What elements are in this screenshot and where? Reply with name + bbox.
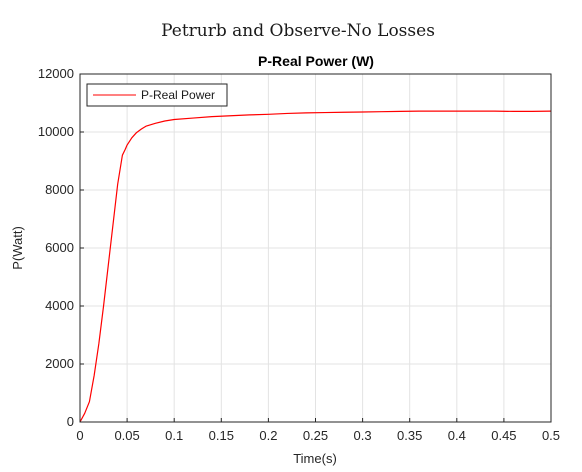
x-tick-label: 0.1	[165, 428, 183, 443]
y-tick-label: 6000	[45, 240, 74, 255]
figure-suptitle: Petrurb and Observe-No Losses	[161, 21, 435, 41]
x-tick-label: 0.15	[209, 428, 234, 443]
x-tick-label: 0	[76, 428, 83, 443]
series-line-p-real-power	[79, 110, 552, 423]
x-tick-label: 0.3	[354, 428, 372, 443]
y-axis-ticks: 0 2000 4000 6000 8000 10000 12000	[38, 66, 84, 429]
y-tick-label: 12000	[38, 66, 74, 81]
x-tick-label: 0.35	[397, 428, 422, 443]
y-tick-label: 8000	[45, 182, 74, 197]
x-tick-label: 0.5	[542, 428, 560, 443]
x-axis-ticks: 0 0.05 0.1 0.15 0.2 0.25 0.3 0.35 0.4 0.45 0.5	[76, 418, 560, 443]
x-tick-label: 0.05	[114, 428, 139, 443]
y-tick-label: 10000	[38, 124, 74, 139]
legend: P-Real Power	[86, 83, 228, 107]
legend-box	[86, 83, 228, 107]
y-tick-label: 4000	[45, 298, 74, 313]
y-tick-label: 2000	[45, 356, 74, 371]
x-axis-label: Time(s)	[293, 451, 337, 466]
y-axis-label: P(Watt)	[10, 226, 25, 270]
x-tick-label: 0.25	[303, 428, 328, 443]
x-tick-label: 0.4	[448, 428, 466, 443]
legend-label: P-Real Power	[141, 88, 215, 102]
series-layer	[79, 110, 552, 423]
x-tick-label: 0.2	[259, 428, 277, 443]
x-tick-label: 0.45	[491, 428, 516, 443]
chart-title: P-Real Power (W)	[258, 53, 374, 69]
y-tick-label: 0	[67, 414, 74, 429]
